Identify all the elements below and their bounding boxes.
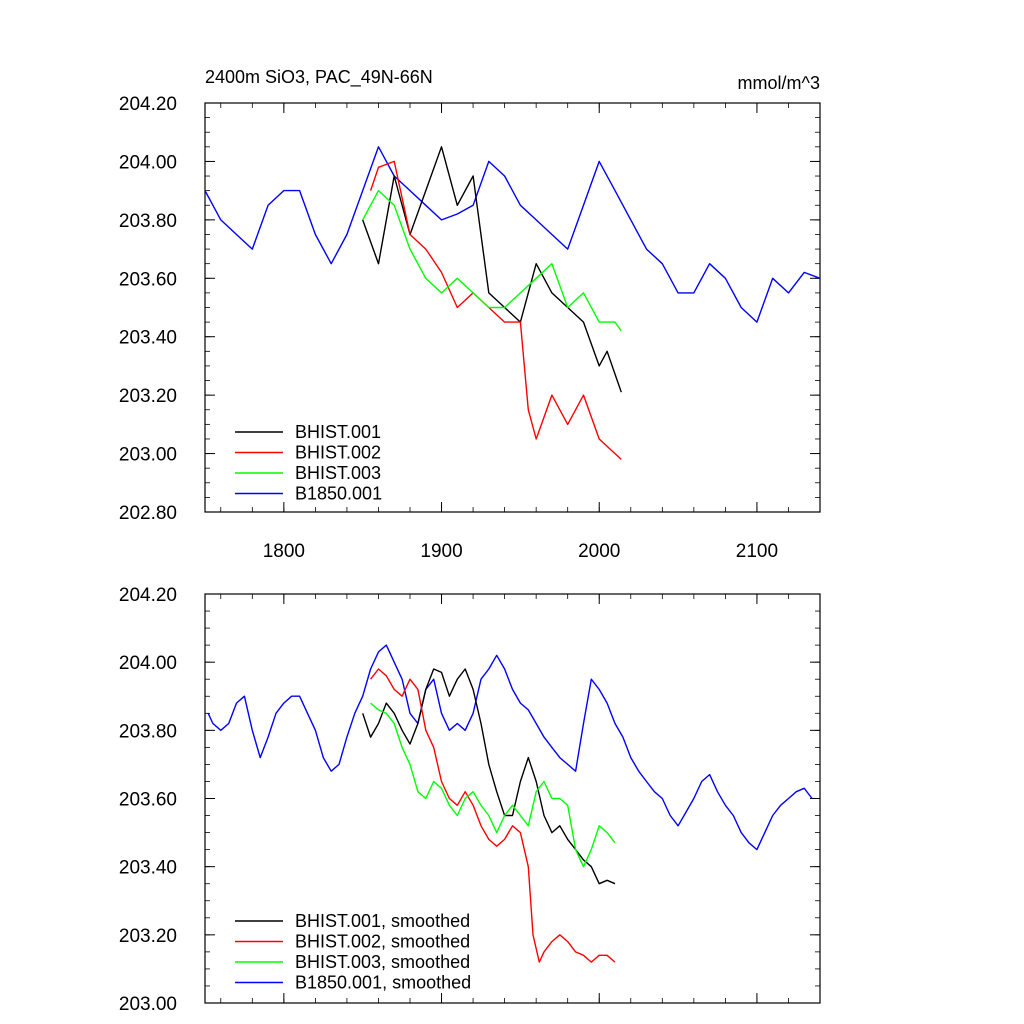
bottom-panel: 203.00 203.20 203.40 203.60 203.80 204.00 204.…: [119, 585, 821, 1015]
y-tick-label: 202.80: [119, 503, 177, 524]
y-tick-label: 203.60: [119, 269, 177, 290]
y-tick-label: 204.00: [119, 152, 177, 173]
top-panel: 202.80 203.00 203.20 203.40 203.60 203.80 204.…: [119, 67, 821, 562]
legend-label: BHIST.003, smoothed: [295, 952, 470, 972]
series-line-bhist-001-smoothed: [362, 668, 616, 885]
legend-label: BHIST.003: [295, 463, 381, 483]
x-tick-label: 2100: [736, 541, 778, 562]
series-line-b1850-001-smoothed: [207, 644, 813, 851]
y-tick-label: 204.00: [119, 653, 177, 674]
units-label: mmol/m^3: [738, 73, 820, 93]
legend-label: BHIST.002: [295, 443, 381, 463]
y-tick-label: 203.40: [119, 328, 177, 349]
legend-label: B1850.001: [295, 484, 382, 504]
y-tick-label: 203.00: [119, 994, 177, 1015]
series-line-bhist-002: [369, 160, 622, 460]
legend-label: BHIST.001: [295, 422, 381, 442]
x-tick-label: 1800: [263, 541, 305, 562]
y-tick-label: 203.40: [119, 858, 177, 879]
legend-label: BHIST.001, smoothed: [295, 911, 470, 931]
x-tick-label: 2000: [578, 541, 620, 562]
series-line-bhist-003-smoothed: [370, 702, 616, 868]
y-tick-label: 204.20: [119, 585, 177, 606]
y-tick-label: 204.20: [119, 94, 177, 115]
legend-label: B1850.001, smoothed: [295, 973, 471, 993]
y-tick-label: 203.20: [119, 386, 177, 407]
series-line-bhist-002-smoothed: [370, 668, 616, 963]
y-tick-label: 203.80: [119, 721, 177, 742]
series-line-b1850-001: [205, 146, 820, 323]
y-tick-label: 203.80: [119, 211, 177, 232]
legend-label: BHIST.002, smoothed: [295, 932, 470, 952]
series-line-bhist-003: [362, 189, 622, 332]
chart-title: 2400m SiO3, PAC_49N-66N: [205, 67, 433, 88]
y-tick-label: 203.00: [119, 445, 177, 466]
x-tick-label: 1900: [420, 541, 462, 562]
y-tick-label: 203.20: [119, 926, 177, 947]
y-tick-label: 203.60: [119, 790, 177, 811]
